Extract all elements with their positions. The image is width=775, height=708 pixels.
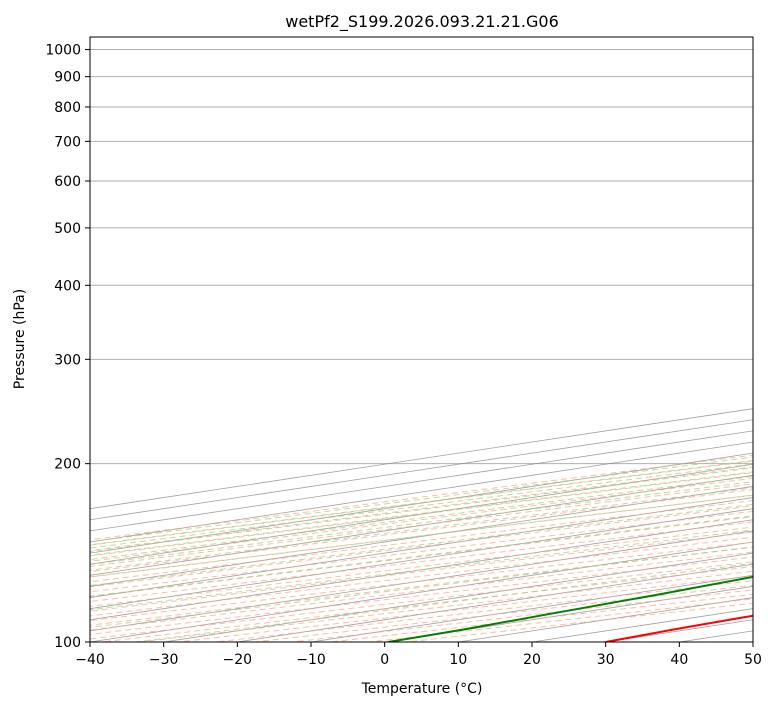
dry-adiabat-line: [288, 589, 753, 642]
isotherm-line: [531, 608, 753, 642]
y-tick-label: 700: [54, 134, 81, 150]
moist-adiabat-line: [90, 546, 753, 628]
moist-adiabat-line: [90, 494, 753, 578]
isotherm-line: [752, 641, 753, 642]
dry-adiabat-line: [90, 483, 753, 567]
isotherm-line: [90, 408, 753, 510]
y-tick-label: 300: [54, 352, 81, 368]
isotherm-line: [90, 486, 753, 587]
moist-adiabat-line: [90, 475, 753, 561]
isotherm-line: [90, 452, 753, 554]
moist-adiabat-line: [90, 459, 753, 546]
dry-adiabat-line: [90, 505, 753, 588]
temperature-profile: [605, 614, 753, 642]
isotherm-line: [90, 530, 753, 632]
dry-adiabat-line: [173, 575, 753, 642]
x-tick-label: −10: [296, 652, 326, 668]
isotherm-line: [90, 430, 753, 532]
dry-adiabat-line: [90, 466, 753, 552]
dry-adiabat-line: [90, 526, 753, 607]
x-tick-label: 30: [597, 652, 615, 668]
moist-adiabat-line: [90, 463, 753, 549]
isotherm-line: [90, 474, 753, 576]
x-axis-title: Temperature (°C): [361, 681, 483, 697]
moist-adiabat-line: [90, 487, 753, 571]
dry-adiabat-line: [90, 494, 753, 578]
y-tick-label: 900: [54, 70, 81, 86]
y-tick-label: 200: [54, 457, 81, 473]
isotherm-line: [90, 497, 753, 598]
dry-adiabat-line: [90, 531, 753, 612]
y-tick-label: 1000: [45, 43, 81, 59]
moist-adiabat-line: [90, 467, 753, 552]
y-tick-label: 100: [54, 635, 81, 651]
moist-adiabat-line: [90, 471, 753, 556]
dry-adiabat-line: [90, 489, 753, 573]
x-tick-label: −30: [149, 652, 179, 668]
dry-adiabat-line: [90, 541, 753, 622]
dry-adiabat-line: [364, 598, 753, 642]
moist-adiabat-line: [90, 503, 753, 587]
isotherm-line: [90, 419, 753, 521]
moist-adiabat-line: [90, 529, 753, 611]
background-lines: [90, 49, 753, 642]
y-tick-label: 800: [54, 100, 81, 116]
x-tick-label: 40: [670, 652, 688, 668]
dry-adiabat-line: [90, 516, 753, 598]
isotherm-line: [90, 463, 753, 565]
moist-adiabat-line: [90, 515, 753, 597]
x-tick-label: 0: [380, 652, 389, 668]
moist-adiabat-line: [90, 481, 753, 565]
dry-adiabat-line: [90, 472, 753, 557]
chart-title: wetPf2_S199.2026.093.21.21.G06: [285, 12, 559, 32]
y-tick-label: 400: [54, 278, 81, 294]
y-tick-label: 500: [54, 221, 81, 237]
x-tick-label: 20: [523, 652, 541, 668]
x-tick-label: −20: [223, 652, 253, 668]
dry-adiabat-line: [90, 521, 753, 603]
isotherm-line: [90, 519, 753, 621]
y-axis-title: Pressure (hPa): [12, 289, 28, 389]
dry-adiabat-line: [90, 510, 753, 593]
dry-adiabat-line: [90, 551, 753, 631]
y-tick-label: 600: [54, 174, 81, 190]
plot-frame: [89, 36, 754, 643]
dry-adiabat-line: [97, 566, 753, 642]
isotherm-line: [90, 441, 753, 543]
x-tick-label: −40: [75, 652, 105, 668]
dry-adiabat-line: [90, 499, 753, 583]
dry-adiabat-line: [90, 477, 753, 562]
moist-adiabat-line: [90, 456, 753, 543]
dry-adiabat-line: [90, 454, 753, 541]
dry-adiabat-line: [90, 561, 753, 640]
x-tick-label: 10: [449, 652, 467, 668]
dry-adiabat-line: [90, 460, 753, 546]
x-tick-label: 50: [744, 652, 762, 668]
dry-adiabat-line: [90, 536, 753, 617]
dry-adiabat-line: [90, 546, 753, 626]
axes: −40 −30 −20 −10 0 10 20 30 40 50 100 200 300 400 500 60…: [45, 43, 762, 668]
isotherm-line: [90, 508, 753, 610]
dry-adiabat-line: [90, 556, 753, 635]
